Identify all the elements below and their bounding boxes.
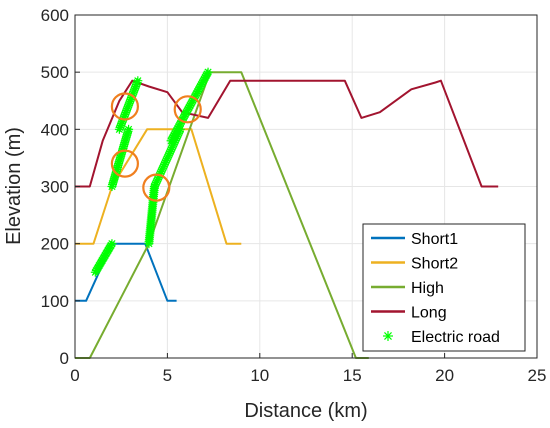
y-axis-label: Elevation (m) <box>3 127 25 245</box>
y-tick-label: 600 <box>41 6 69 25</box>
y-tick-label: 400 <box>41 120 69 139</box>
highlight-circle <box>110 92 139 121</box>
legend: Short1 Short2 High Long Electric road <box>362 223 526 352</box>
highlight-circle <box>173 95 202 124</box>
series-line-short2 <box>75 128 242 245</box>
y-tick-label: 0 <box>60 349 69 368</box>
electric-road-marker <box>107 239 117 249</box>
x-tick-label: 25 <box>528 366 547 385</box>
x-tick-label: 15 <box>343 366 362 385</box>
x-tick-label: 20 <box>435 366 454 385</box>
legend-label: High <box>411 280 444 297</box>
y-tick-label: 100 <box>41 292 69 311</box>
series-line-long <box>75 79 499 188</box>
electric-road-marker <box>133 76 143 86</box>
highlight-circle <box>142 173 171 202</box>
legend-entry: High <box>371 280 444 297</box>
x-tick-label: 10 <box>250 366 269 385</box>
electric-road-segment <box>166 67 213 146</box>
legend-label: Short1 <box>411 231 458 248</box>
x-tick-label: 5 <box>163 366 172 385</box>
axis-ticks: 0 5 10 15 20 25 0 100 200 300 400 500 600 <box>41 6 547 385</box>
y-tick-label: 500 <box>41 63 69 82</box>
electric-road-layer <box>90 67 213 277</box>
series-line-short1 <box>75 242 177 302</box>
x-tick-label: 0 <box>70 366 79 385</box>
legend-entry: Short2 <box>371 256 458 273</box>
y-tick-label: 200 <box>41 235 69 254</box>
x-axis-label: Distance (km) <box>244 400 367 422</box>
legend-label: Long <box>411 305 447 322</box>
legend-entry: Long <box>371 305 447 322</box>
legend-entry: Electric road <box>383 329 500 346</box>
highlight-circle <box>110 149 139 178</box>
y-tick-label: 300 <box>41 178 69 197</box>
legend-entry: Short1 <box>371 231 458 248</box>
highlight-circle-layer <box>110 92 202 202</box>
legend-label: Short2 <box>411 256 458 273</box>
electric-road-segment <box>90 239 117 277</box>
electric-road-marker <box>203 67 213 77</box>
legend-swatch <box>383 331 393 341</box>
legend-label: Electric road <box>411 329 500 346</box>
electric-road-marker <box>124 124 134 134</box>
